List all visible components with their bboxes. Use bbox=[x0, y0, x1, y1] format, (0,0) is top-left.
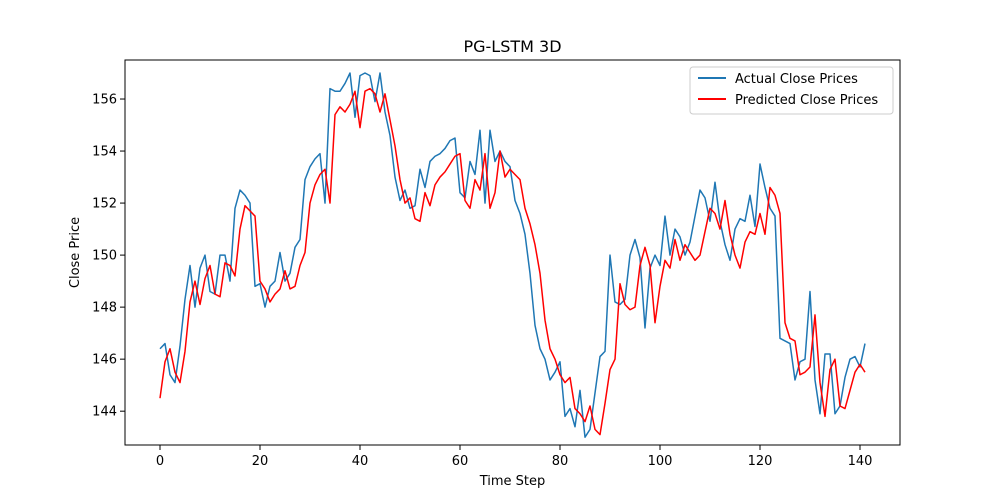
x-axis-ticks: 0 20 40 60 80 100 120 140 bbox=[156, 445, 873, 469]
legend-predicted-label: Predicted Close Prices bbox=[735, 93, 878, 108]
legend-box bbox=[689, 66, 894, 115]
series-lines bbox=[159, 72, 866, 438]
x-tick-label: 140 bbox=[848, 454, 873, 469]
x-tick-label: 0 bbox=[156, 454, 164, 469]
x-axis-label: Time Step bbox=[479, 474, 546, 489]
series-line-predicted bbox=[159, 87, 866, 436]
y-axis-ticks: 144 146 148 150 152 154 156 bbox=[92, 93, 125, 420]
x-tick-label: 40 bbox=[352, 454, 369, 469]
plot-area bbox=[159, 72, 866, 438]
x-tick-label: 120 bbox=[748, 454, 773, 469]
y-tick-label: 154 bbox=[92, 145, 117, 160]
y-tick-label: 146 bbox=[92, 353, 117, 368]
legend: Actual Close Prices Predicted Close Pric… bbox=[689, 66, 894, 115]
y-tick-label: 144 bbox=[92, 405, 117, 420]
y-tick-label: 156 bbox=[92, 93, 117, 108]
y-tick-label: 148 bbox=[92, 301, 117, 316]
y-tick-label: 150 bbox=[92, 249, 117, 264]
x-tick-label: 20 bbox=[252, 454, 269, 469]
x-tick-label: 100 bbox=[648, 454, 673, 469]
chart-title: PG-LSTM 3D bbox=[463, 37, 561, 56]
x-tick-label: 60 bbox=[452, 454, 469, 469]
series-line-actual bbox=[159, 72, 866, 438]
y-tick-label: 152 bbox=[92, 197, 117, 212]
plot-frame bbox=[124, 59, 901, 446]
x-tick-label: 80 bbox=[552, 454, 569, 469]
legend-actual-label: Actual Close Prices bbox=[735, 72, 858, 87]
y-axis-label: Close Price bbox=[68, 217, 83, 288]
